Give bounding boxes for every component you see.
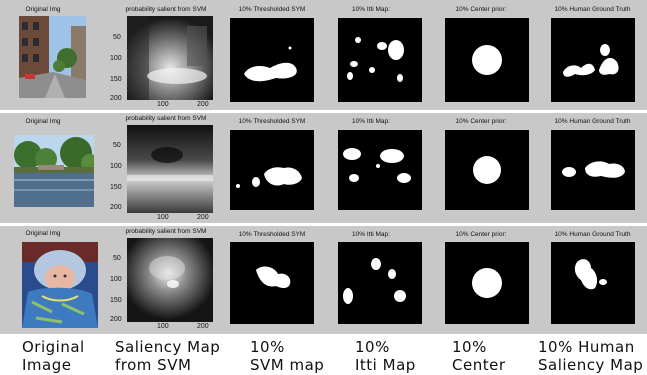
center-prior-title: 10% Center prior: <box>455 118 507 125</box>
y-tick: 50 <box>113 142 121 149</box>
original-image-street <box>19 16 86 98</box>
human-ground-truth-title: 10% Human Ground Truth <box>554 6 631 13</box>
y-tick: 150 <box>110 184 122 191</box>
caption-line: from SVM <box>115 356 192 374</box>
itti-map <box>338 242 422 324</box>
x-tick: 200 <box>197 323 209 330</box>
svm-probability-map <box>127 125 213 213</box>
caption-original-image: Original Image <box>22 338 85 374</box>
thresholded-svm-map <box>230 130 314 210</box>
y-tick: 100 <box>110 163 122 170</box>
row-separator <box>0 223 647 226</box>
caption-saliency-svm: Saliency Map from SVM <box>115 338 220 374</box>
y-tick: 50 <box>113 255 121 262</box>
x-tick: 200 <box>197 214 209 221</box>
itti-map-title: 10% Itti Map: <box>352 231 390 238</box>
y-tick: 100 <box>110 276 122 283</box>
caption-line: 10% Human <box>538 338 635 356</box>
original-title: Original Img <box>25 230 61 237</box>
y-tick: 200 <box>110 204 122 211</box>
y-tick: 100 <box>110 55 122 62</box>
caption-line: Saliency Map <box>115 338 221 356</box>
figure-row-2 <box>0 113 647 223</box>
y-tick: 150 <box>110 76 122 83</box>
original-title: Original Img <box>25 118 61 125</box>
thresholded-svm-title: 10% Thresholded SYM <box>238 231 306 238</box>
thresholded-svm-map <box>230 242 314 324</box>
caption-line: 10% <box>250 338 285 356</box>
caption-line: 10% <box>355 338 390 356</box>
original-image-baby <box>22 242 98 328</box>
svm-map-title: probability salient from SVM <box>125 115 207 122</box>
caption-center: 10% Center <box>452 338 506 374</box>
caption-line: Itti Map <box>355 356 416 374</box>
svm-probability-map <box>127 16 213 100</box>
row-separator <box>0 110 647 113</box>
svm-map-title: probability salient from SVM <box>125 228 207 235</box>
y-tick: 50 <box>113 34 121 41</box>
caption-svm-map: 10% SVM map <box>250 338 324 374</box>
caption-line: 10% <box>452 338 487 356</box>
center-prior-map <box>445 130 529 210</box>
caption-itti-map: 10% Itti Map <box>355 338 416 374</box>
original-title: Original Img <box>25 6 61 13</box>
center-prior-map <box>445 242 529 324</box>
center-prior-title: 10% Center prior: <box>455 231 507 238</box>
human-ground-truth-title: 10% Human Ground Truth <box>554 231 631 238</box>
human-ground-truth-map <box>551 18 635 102</box>
itti-map-title: 10% Itti Map: <box>352 118 390 125</box>
x-tick: 100 <box>157 101 169 108</box>
x-tick: 100 <box>157 214 169 221</box>
x-tick: 100 <box>157 323 169 330</box>
human-ground-truth-map <box>551 130 635 210</box>
caption-line: Original <box>22 338 85 356</box>
caption-human-saliency: 10% Human Saliency Map <box>538 338 643 374</box>
itti-map-title: 10% Itti Map: <box>352 6 390 13</box>
center-prior-title: 10% Center prior: <box>455 6 507 13</box>
caption-line: Image <box>22 356 72 374</box>
y-tick: 150 <box>110 297 122 304</box>
y-tick: 200 <box>110 316 122 323</box>
human-ground-truth-map <box>551 242 635 324</box>
caption-line: Saliency Map <box>538 356 644 374</box>
center-prior-map <box>445 18 529 102</box>
thresholded-svm-map <box>230 18 314 102</box>
caption-line: Center <box>452 356 506 374</box>
thresholded-svm-title: 10% Thresholded SYM <box>238 118 306 125</box>
y-tick: 200 <box>110 95 122 102</box>
itti-map <box>338 18 422 102</box>
x-tick: 200 <box>197 101 209 108</box>
svm-probability-map <box>127 238 213 322</box>
thresholded-svm-title: 10% Thresholded SYM <box>238 6 306 13</box>
human-ground-truth-title: 10% Human Ground Truth <box>554 118 631 125</box>
caption-line: SVM map <box>250 356 325 374</box>
svm-map-title: probability salient from SVM <box>125 6 207 13</box>
itti-map <box>338 130 422 210</box>
original-image-lake <box>14 135 94 207</box>
figure-row-3 <box>0 226 647 334</box>
figure-row-1 <box>0 0 647 110</box>
